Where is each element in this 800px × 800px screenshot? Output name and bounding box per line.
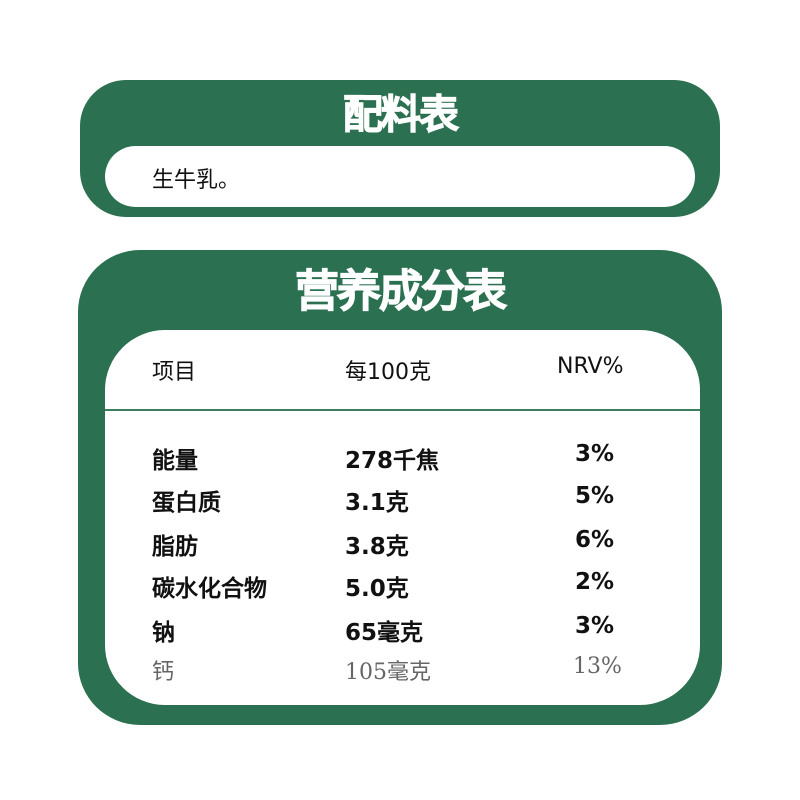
cell-nrv: 2% (575, 569, 615, 595)
cell-nrv: 13% (573, 654, 622, 679)
cell-per100g: 3.1克 (345, 490, 409, 516)
table-row: 脂肪 3.8克 6% (105, 527, 700, 567)
ingredients-card: 配料表 生牛乳。 (80, 80, 720, 217)
cell-nrv: 5% (575, 483, 615, 509)
table-row: 蛋白质 3.1克 5% (105, 483, 700, 523)
table-row: 钠 65毫克 3% (105, 613, 700, 653)
cell-per100g: 5.0克 (345, 576, 409, 602)
cell-item: 蛋白质 (152, 490, 221, 516)
cell-per100g: 65毫克 (345, 620, 424, 646)
cell-item: 钠 (152, 620, 175, 646)
cell-nrv: 3% (575, 441, 615, 467)
nutrition-card: 营养成分表 项目 每100克 NRV% 能量 278千焦 3% 蛋白质 3.1克 5% 脂肪… (78, 250, 722, 725)
cell-per100g: 3.8克 (345, 534, 409, 560)
ingredients-text: 生牛乳。 (152, 168, 241, 193)
cell-item: 钙 (152, 660, 175, 685)
header-item: 项目 (152, 360, 197, 385)
nutrition-table: 项目 每100克 NRV% 能量 278千焦 3% 蛋白质 3.1克 5% 脂肪 3.8克 6%… (105, 330, 700, 705)
cell-per100g: 105毫克 (345, 660, 431, 685)
header-nrv: NRV% (557, 354, 624, 379)
cell-nrv: 3% (575, 613, 615, 639)
cell-item: 脂肪 (152, 534, 198, 560)
ingredients-title: 配料表 (343, 92, 460, 139)
cell-per100g: 278千焦 (345, 448, 440, 474)
ingredients-box: 生牛乳。 (105, 146, 695, 207)
cell-item: 碳水化合物 (152, 576, 267, 602)
cell-item: 能量 (152, 448, 198, 474)
table-row: 能量 278千焦 3% (105, 441, 700, 481)
header-per100g: 每100克 (345, 360, 431, 385)
table-row: 碳水化合物 5.0克 2% (105, 569, 700, 609)
nutrition-title: 营养成分表 (295, 266, 508, 318)
table-row: 钙 105毫克 13% (105, 654, 700, 694)
header-divider (105, 409, 700, 411)
cell-nrv: 6% (575, 527, 615, 553)
